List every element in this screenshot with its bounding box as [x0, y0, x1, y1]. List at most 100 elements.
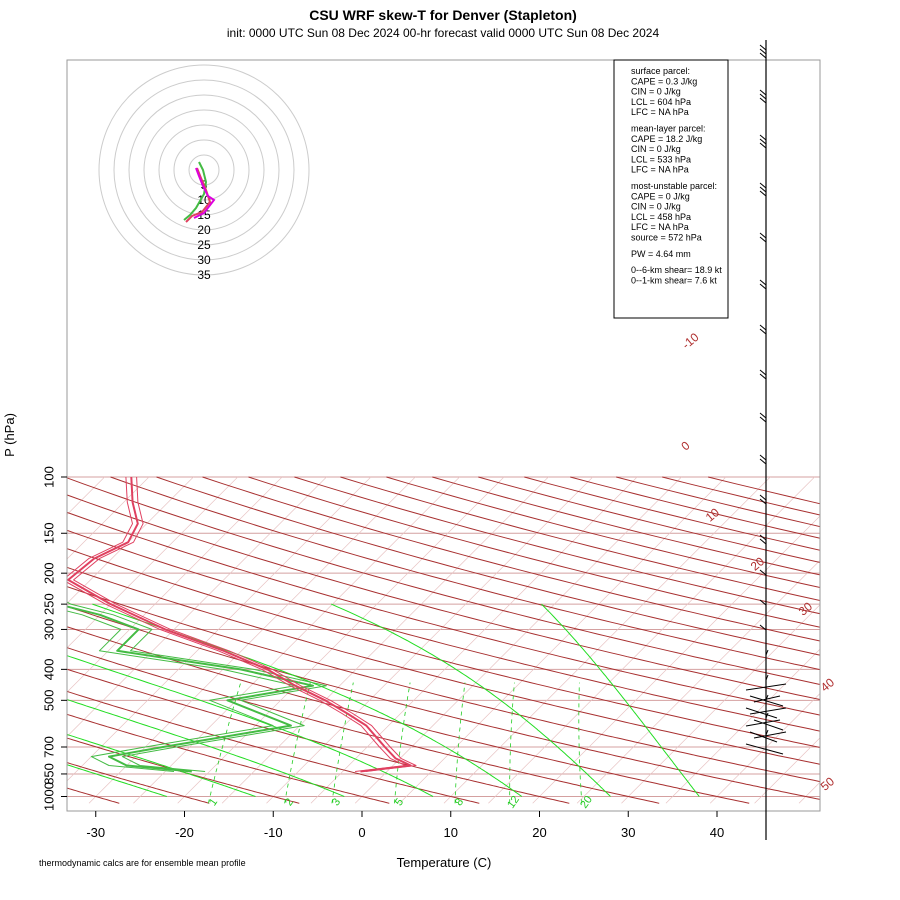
moist-adiabat [67, 764, 167, 797]
wind-barb [753, 719, 784, 731]
wind-barb [745, 707, 778, 719]
mixing-ratio-line [509, 682, 515, 804]
y-tick-label: 150 [41, 522, 56, 544]
hodograph-ring [158, 124, 250, 216]
isotherm-line [133, 476, 460, 804]
mixing-ratio-line [208, 682, 242, 804]
dry-adiabat [67, 548, 820, 748]
hodograph-ring-label: 35 [197, 268, 211, 282]
dry-adiabat [67, 668, 570, 804]
x-tick-label: 0 [358, 825, 365, 840]
y-tick-label: 250 [41, 593, 56, 615]
wind-barb [759, 494, 767, 505]
dry-adiabat [202, 476, 820, 642]
moist-adiabat [541, 603, 700, 797]
y-tick-label: 500 [41, 689, 56, 711]
isotherm-line [221, 476, 549, 804]
isotherm-line [67, 476, 150, 560]
background-lines [0, 476, 900, 804]
dry-adiabat [67, 737, 300, 804]
isotherm-line [88, 476, 416, 804]
dry-adiabat [570, 476, 820, 539]
wind-barb [759, 44, 767, 59]
y-tick-label: 850 [41, 763, 56, 785]
mixing-ratio-label: 8 [453, 796, 466, 808]
info-line: surface parcel: [631, 66, 690, 76]
isotherm-label: 10 [703, 505, 722, 525]
wind-barb [759, 599, 767, 606]
y-tick-label: 200 [41, 562, 56, 584]
isotherm-line [576, 559, 820, 804]
moist-adiabat [330, 603, 611, 797]
dry-adiabat [67, 511, 820, 716]
info-line: LFC = NA hPa [631, 222, 689, 232]
info-line: LFC = NA hPa [631, 107, 689, 117]
info-line: CAPE = 0.3 J/kg [631, 76, 697, 86]
info-line: 0--1-km shear= 7.6 kt [631, 275, 717, 285]
wind-barb [759, 454, 767, 465]
dry-adiabat [67, 690, 480, 804]
wind-barb [759, 369, 767, 380]
y-tick-label: 1000 [41, 782, 56, 811]
dry-adiabat [0, 477, 29, 803]
dry-adiabat [294, 476, 820, 615]
wind-barb [759, 534, 767, 545]
hodograph-ring-label: 25 [197, 238, 211, 252]
hodograph-trace-magenta [193, 167, 216, 219]
moist-adiabat [67, 698, 345, 797]
isotherm-line [67, 476, 372, 782]
dry-adiabat [524, 476, 820, 551]
wind-barb [753, 695, 781, 703]
info-line: most-unstable parcel: [631, 181, 717, 191]
isotherm-label: 50 [818, 774, 837, 794]
isotherm-line [67, 476, 239, 649]
wind-barb [745, 743, 784, 755]
isotherm-label: 20 [748, 554, 767, 574]
wind-barb [759, 232, 767, 243]
mixing-ratio-label: 5 [393, 796, 406, 808]
chart-subtitle: init: 0000 UTC Sun 08 Dec 2024 00-hr for… [227, 26, 660, 40]
plot-frame [66, 59, 821, 812]
mixing-ratio-line [578, 682, 583, 804]
hodograph-ring-label: 20 [197, 223, 211, 237]
dry-adiabat [156, 476, 820, 656]
dry-adiabat [67, 713, 390, 804]
dewpoint-line [67, 601, 327, 772]
isotherm-line [67, 476, 283, 693]
wind-barb [759, 89, 767, 104]
wind-barb [759, 624, 767, 631]
mixing-ratio-line [331, 682, 354, 804]
footnote: thermodynamic calcs are for ensemble mea… [39, 858, 246, 868]
info-line: LFC = NA hPa [631, 165, 689, 175]
wind-barb [749, 695, 784, 707]
x-tick-label: 40 [710, 825, 724, 840]
wind-barb [765, 712, 769, 719]
hodograph-ring-label: 30 [197, 253, 211, 267]
hodograph-trace-red [185, 167, 212, 223]
info-line: CAPE = 0 J/kg [631, 191, 690, 201]
isotherm-label: -10 [679, 330, 702, 352]
info-line: LCL = 604 hPa [631, 97, 691, 107]
x-tick-label: 10 [444, 825, 458, 840]
wind-barb [745, 683, 787, 691]
wind-barb [765, 674, 769, 681]
isotherm-line [709, 693, 820, 804]
hodograph-ring [113, 79, 295, 261]
info-line: source = 572 hPa [631, 233, 702, 243]
dry-adiabat [67, 477, 820, 685]
y-tick-label: 700 [41, 736, 56, 758]
hodograph-ring [128, 94, 280, 246]
mixing-ratio-label: 3 [330, 796, 343, 808]
isotherm-label: 0 [678, 438, 692, 453]
wind-barb [759, 182, 767, 197]
isotherm-line [888, 477, 900, 803]
y-axis-label: P (hPa) [2, 413, 17, 457]
sounding-profiles [67, 476, 417, 773]
mixing-ratio-label: 1 [207, 796, 220, 808]
chart-title: CSU WRF skew-T for Denver (Stapleton) [309, 7, 577, 23]
info-line: LCL = 458 hPa [631, 212, 691, 222]
dry-adiabat [67, 566, 820, 765]
isotherm-line [399, 476, 727, 804]
isotherm-line [532, 515, 820, 804]
